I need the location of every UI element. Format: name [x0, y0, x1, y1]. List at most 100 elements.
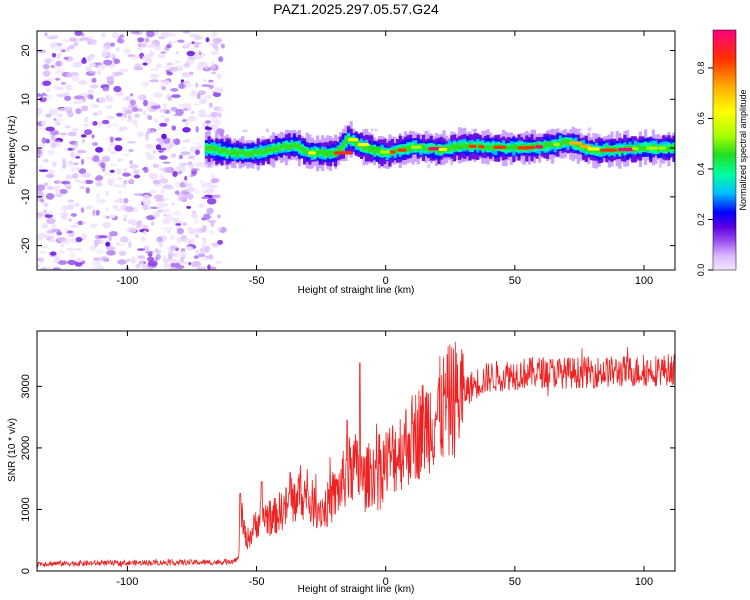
noise-blob — [168, 247, 172, 253]
noise-blob — [95, 181, 103, 187]
noise-blob — [149, 190, 157, 194]
ridge-cell — [266, 146, 271, 152]
noise-blob — [91, 134, 95, 139]
noise-blob — [179, 162, 188, 167]
noise-blob — [75, 108, 82, 115]
noise-blob — [76, 149, 87, 154]
ridge-cell — [463, 144, 467, 149]
noise-blob — [180, 146, 187, 150]
noise-blob — [165, 197, 170, 201]
noise-blob — [153, 194, 164, 200]
noise-blob — [67, 111, 74, 118]
noise-blob — [210, 242, 220, 247]
ridge-peak — [438, 147, 448, 151]
noise-blob — [220, 43, 225, 49]
noise-blob — [69, 160, 73, 164]
chart-title: PAZ1.2025.297.05.57.G24 — [273, 1, 439, 17]
noise-blob — [137, 131, 144, 138]
y-tick-label: 0 — [20, 568, 32, 574]
noise-blob — [181, 261, 188, 265]
noise-blob — [471, 128, 475, 132]
noise-blob — [69, 37, 77, 42]
noise-blob — [210, 65, 217, 70]
colorbar-tick-label: 0.0 — [696, 264, 706, 277]
noise-blob — [212, 194, 222, 199]
ridge-cell — [341, 142, 345, 148]
noise-blob — [81, 172, 92, 178]
ridge-peak — [478, 145, 485, 149]
noise-blob — [155, 198, 166, 202]
noise-blob — [75, 236, 83, 243]
noise-blob — [186, 205, 192, 209]
ridge-cell — [225, 149, 229, 154]
ridge-cell — [259, 148, 263, 154]
noise-blob — [73, 162, 79, 166]
noise-blob — [53, 139, 61, 143]
noise-blob — [208, 254, 214, 260]
noise-blob — [44, 266, 52, 270]
ridge-cell — [548, 141, 552, 147]
ridge-cell — [644, 141, 648, 152]
noise-blob — [142, 198, 152, 206]
noise-blob — [173, 210, 182, 217]
noise-blob — [46, 94, 53, 100]
noise-blob — [148, 52, 154, 58]
noise-blob — [46, 88, 51, 92]
noise-blob — [102, 215, 108, 218]
noise-blob — [190, 212, 198, 219]
noise-blob — [114, 199, 125, 204]
noise-blob — [102, 222, 111, 229]
ridge-peak — [579, 144, 591, 148]
noise-blob — [192, 154, 196, 161]
noise-blob — [218, 56, 224, 63]
noise-blob — [98, 96, 106, 104]
ridge-peak — [493, 145, 507, 149]
noise-blob — [75, 167, 81, 171]
spectrogram-x-label: Height of straight line (km) — [298, 285, 415, 296]
noise-blob — [196, 266, 207, 270]
noise-blob — [195, 249, 199, 253]
noise-blob — [102, 86, 110, 92]
noise-blob — [142, 203, 149, 211]
y-tick-label: 2000 — [20, 436, 32, 460]
noise-blob — [117, 158, 124, 162]
y-tick-label: 3000 — [20, 374, 32, 398]
ridge-cell — [266, 148, 271, 155]
noise-blob — [75, 202, 80, 208]
ridge-cell — [274, 145, 278, 151]
noise-blob — [117, 177, 123, 180]
noise-blob — [207, 220, 217, 223]
noise-blob — [45, 138, 50, 144]
noise-blob — [47, 227, 56, 231]
noise-blob — [132, 107, 139, 112]
ridge-cell — [235, 151, 240, 158]
noise-blob — [52, 267, 61, 270]
noise-blob — [78, 220, 83, 226]
noise-blob — [139, 41, 148, 48]
noise-blob — [216, 214, 221, 219]
noise-blob — [207, 81, 216, 85]
noise-blob — [81, 58, 87, 65]
noise-blob — [214, 87, 224, 94]
ridge-peak — [569, 141, 582, 145]
noise-blob — [37, 217, 43, 220]
noise-blob — [75, 156, 81, 159]
noise-blob — [72, 63, 82, 68]
noise-blob — [202, 240, 207, 244]
ridge-cell — [365, 143, 369, 150]
noise-blob — [198, 145, 203, 149]
noise-blob — [101, 51, 109, 58]
noise-blob — [182, 127, 191, 133]
noise-blob — [142, 110, 147, 115]
noise-blob — [67, 131, 77, 137]
noise-blob — [110, 163, 118, 167]
noise-blob — [137, 46, 143, 51]
noise-blob — [51, 161, 57, 167]
noise-blob — [116, 243, 125, 246]
noise-blob — [160, 51, 167, 54]
noise-blob — [587, 127, 592, 132]
noise-blob — [43, 203, 49, 208]
noise-blob — [183, 43, 189, 48]
y-tick-label: 20 — [20, 44, 32, 56]
noise-blob — [48, 211, 53, 215]
